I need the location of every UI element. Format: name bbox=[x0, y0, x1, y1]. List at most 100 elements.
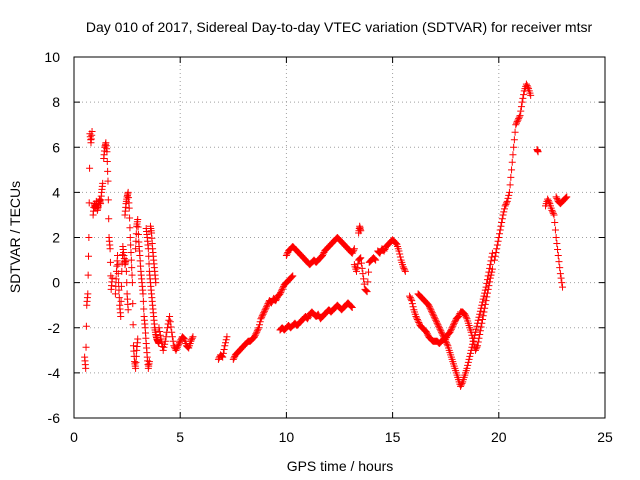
data-point bbox=[126, 214, 134, 222]
data-point bbox=[495, 234, 503, 241]
data-point bbox=[442, 334, 450, 342]
data-point bbox=[272, 297, 280, 305]
data-point bbox=[391, 239, 399, 247]
data-point bbox=[352, 267, 360, 275]
data-point bbox=[229, 355, 237, 363]
data-point bbox=[289, 272, 297, 280]
data-point bbox=[104, 167, 112, 175]
data-point bbox=[319, 250, 327, 258]
data-point bbox=[126, 224, 134, 232]
data-point bbox=[288, 273, 296, 281]
data-point bbox=[426, 304, 434, 312]
data-point bbox=[362, 286, 370, 294]
data-point bbox=[157, 335, 165, 343]
data-point bbox=[161, 340, 169, 348]
data-point bbox=[449, 321, 457, 329]
data-point bbox=[115, 286, 123, 294]
data-point bbox=[513, 119, 520, 127]
data-point bbox=[429, 310, 437, 318]
data-point bbox=[493, 241, 501, 249]
data-point bbox=[447, 327, 455, 335]
data-point bbox=[415, 318, 423, 326]
data-point bbox=[505, 188, 513, 196]
data-point bbox=[395, 247, 403, 255]
data-point bbox=[477, 323, 485, 331]
data-point bbox=[214, 355, 222, 363]
data-point bbox=[349, 248, 357, 256]
data-point bbox=[84, 290, 92, 298]
data-point bbox=[370, 255, 378, 263]
data-point bbox=[503, 199, 511, 207]
data-point bbox=[508, 158, 516, 166]
data-point bbox=[500, 208, 508, 216]
data-point bbox=[115, 279, 123, 287]
data-point bbox=[479, 315, 487, 323]
data-point bbox=[515, 113, 523, 121]
axis-ticks bbox=[73, 56, 606, 419]
data-point bbox=[112, 275, 120, 283]
data-point bbox=[481, 300, 489, 308]
data-point bbox=[127, 256, 135, 264]
data-point bbox=[473, 343, 481, 351]
data-point bbox=[125, 204, 133, 212]
data-point bbox=[260, 307, 268, 315]
data-point bbox=[559, 283, 567, 291]
data-point bbox=[491, 256, 499, 264]
data-point bbox=[474, 342, 482, 350]
data-point bbox=[304, 313, 312, 321]
data-point bbox=[380, 247, 388, 255]
data-point bbox=[358, 264, 366, 272]
data-point bbox=[471, 346, 479, 354]
data-point bbox=[413, 314, 421, 322]
data-point bbox=[99, 179, 107, 187]
data-point bbox=[501, 202, 509, 210]
data-point bbox=[128, 264, 136, 272]
data-point bbox=[163, 324, 171, 332]
data-point bbox=[553, 240, 561, 248]
data-point bbox=[152, 279, 160, 287]
data-point bbox=[413, 315, 421, 323]
y-tick-label: 10 bbox=[44, 49, 60, 65]
data-point bbox=[513, 118, 521, 126]
data-point bbox=[85, 234, 93, 241]
data-point bbox=[472, 345, 480, 353]
data-point bbox=[516, 112, 524, 120]
data-point bbox=[561, 194, 569, 202]
data-point bbox=[124, 306, 132, 314]
data-point bbox=[251, 333, 259, 341]
data-point bbox=[499, 211, 507, 219]
data-point bbox=[406, 292, 414, 300]
data-point bbox=[508, 166, 516, 174]
data-point bbox=[554, 252, 562, 260]
data-point bbox=[314, 310, 322, 318]
data-point bbox=[364, 278, 372, 286]
data-point bbox=[88, 127, 96, 135]
data-point bbox=[219, 349, 227, 357]
data-point bbox=[257, 315, 265, 323]
data-point bbox=[433, 319, 441, 327]
data-point bbox=[527, 91, 535, 99]
data-point bbox=[114, 252, 122, 260]
data-point bbox=[108, 274, 116, 282]
data-point bbox=[457, 382, 465, 390]
data-point bbox=[82, 343, 90, 351]
data-point bbox=[484, 285, 492, 293]
data-point bbox=[222, 336, 230, 344]
data-point bbox=[487, 257, 495, 265]
data-point bbox=[520, 91, 528, 99]
data-point bbox=[222, 339, 230, 347]
data-point bbox=[174, 342, 182, 350]
data-point bbox=[128, 279, 136, 287]
data-point bbox=[448, 324, 456, 332]
data-point bbox=[480, 308, 488, 316]
data-point bbox=[114, 270, 122, 278]
data-point bbox=[558, 279, 566, 287]
data-point bbox=[492, 249, 500, 257]
data-point bbox=[172, 346, 180, 354]
data-point bbox=[406, 294, 414, 302]
data-point bbox=[277, 288, 285, 296]
data-point bbox=[256, 318, 264, 326]
data-point bbox=[494, 237, 502, 245]
data-point bbox=[218, 352, 226, 360]
data-point bbox=[188, 336, 196, 344]
